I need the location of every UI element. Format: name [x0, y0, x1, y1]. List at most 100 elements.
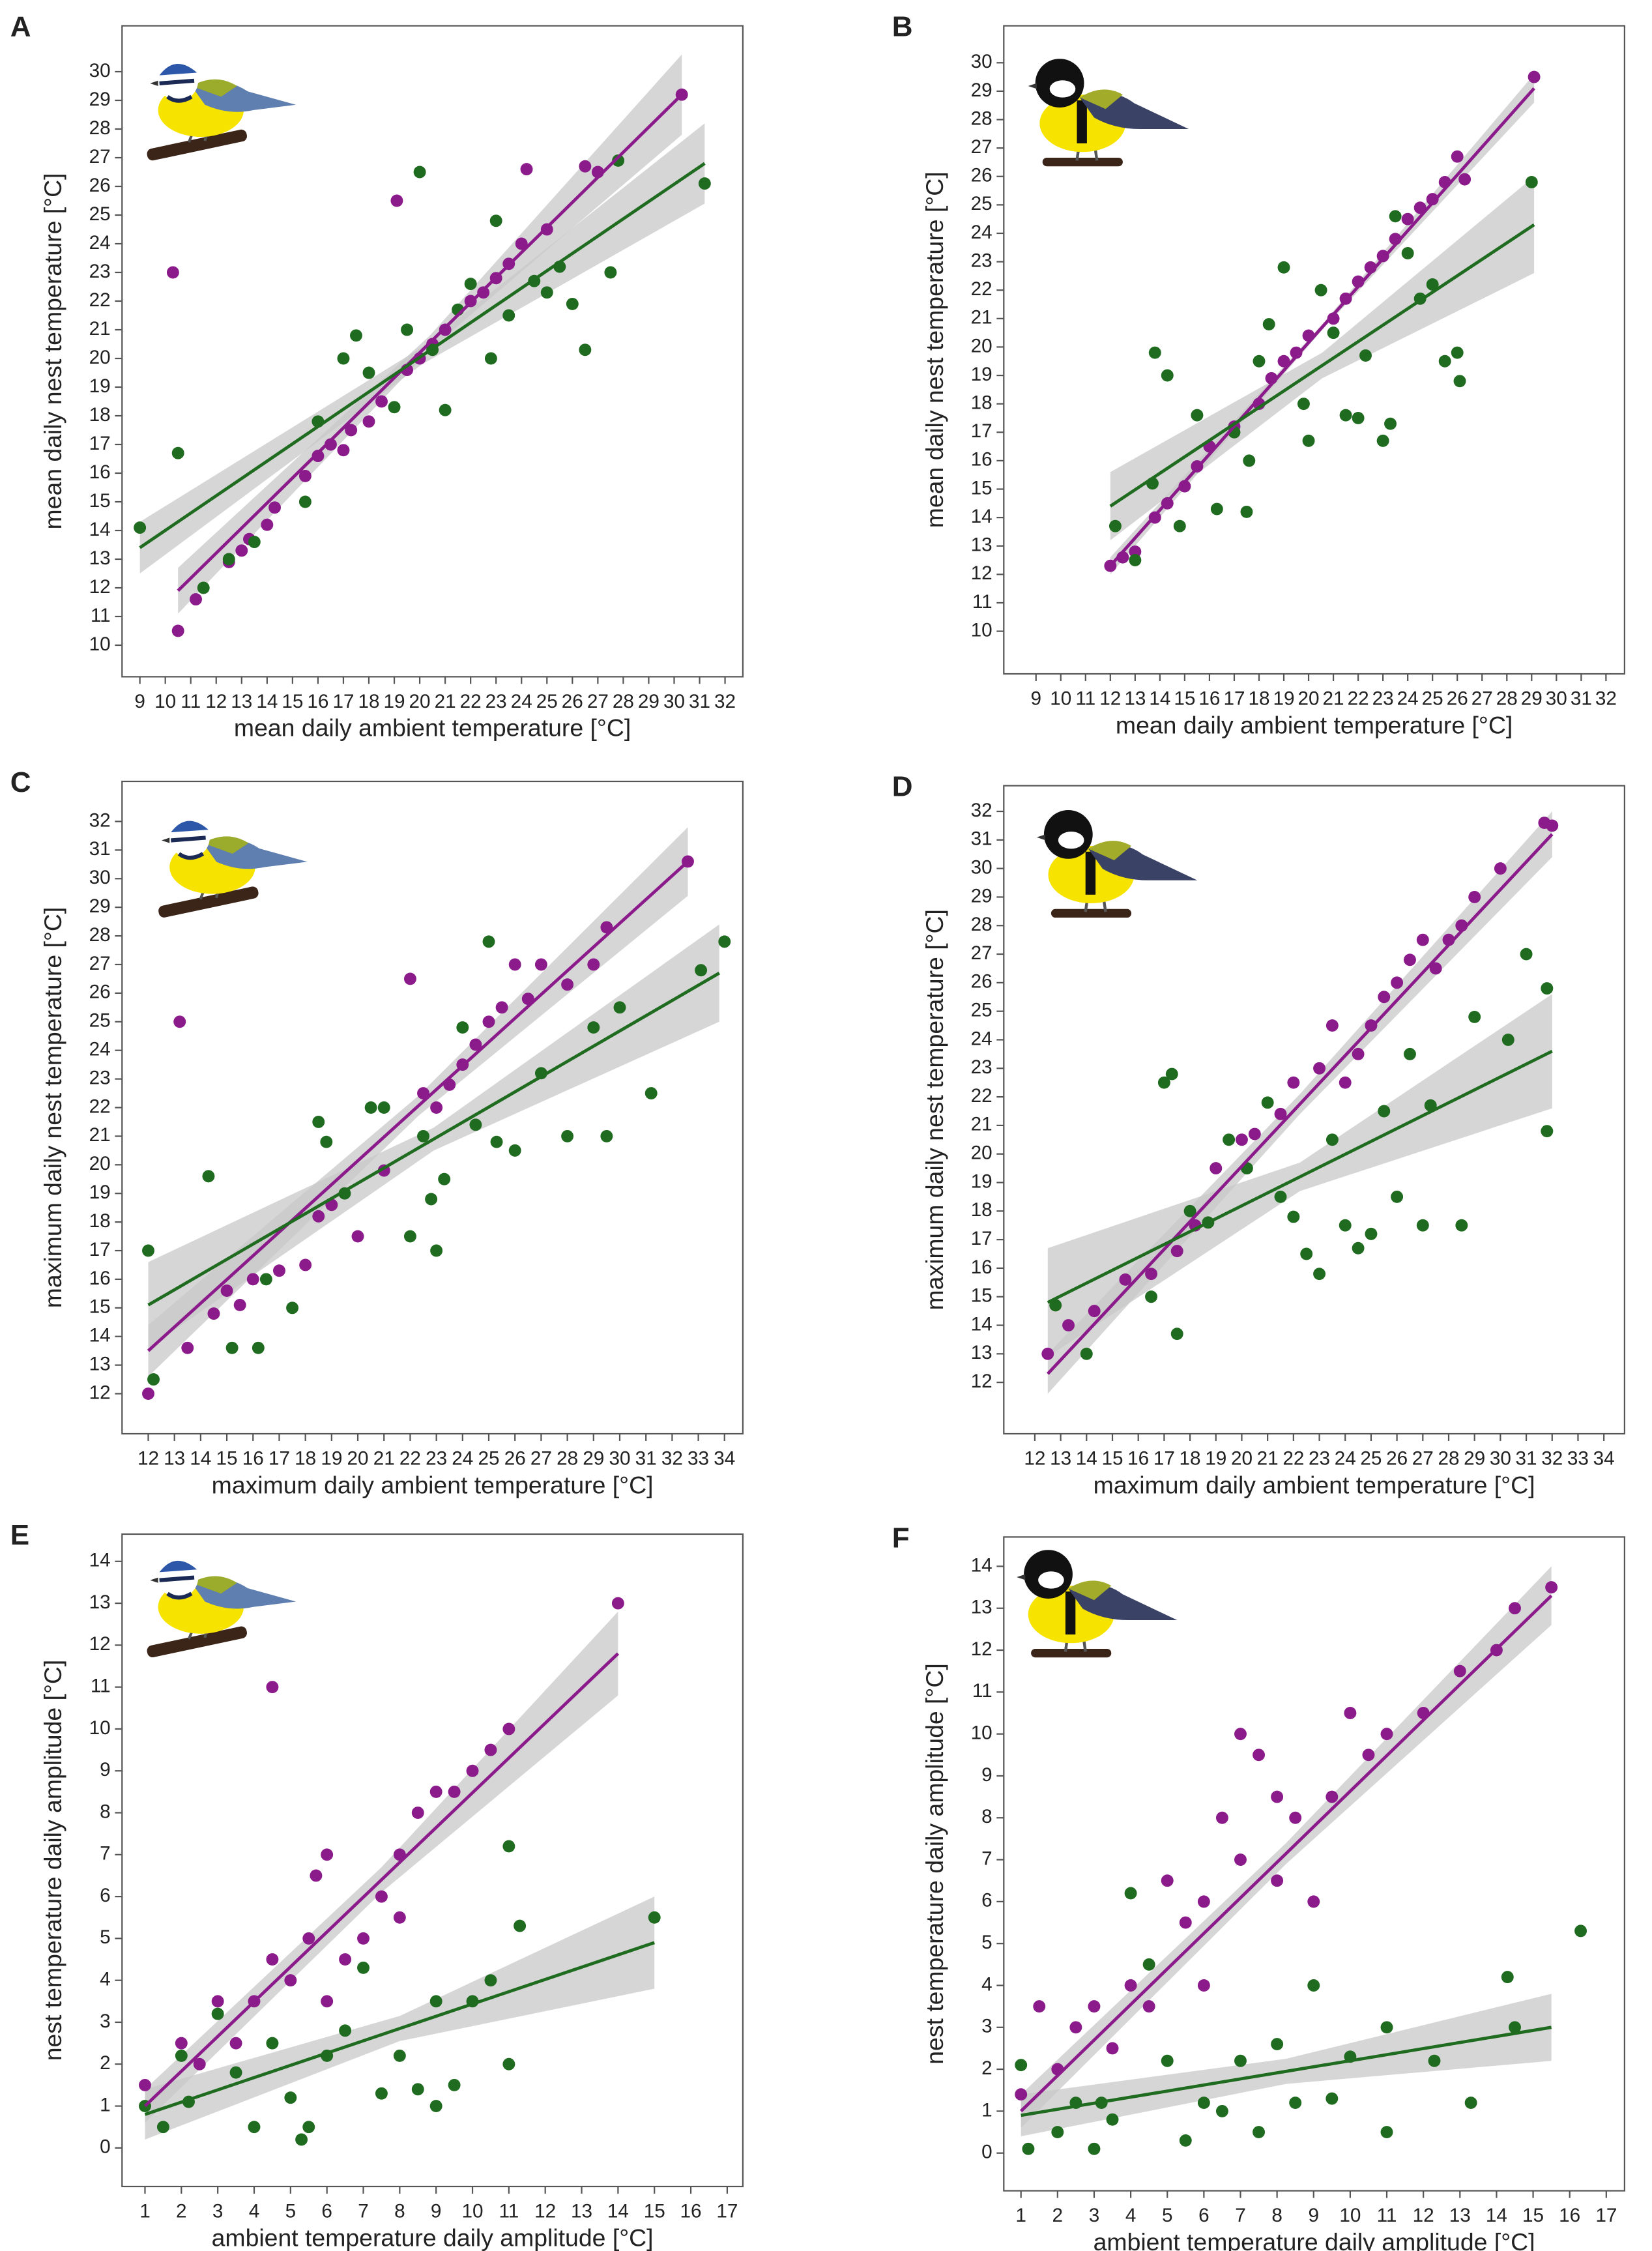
x-tick-label: 10: [462, 2200, 484, 2222]
data-point: [1124, 1887, 1137, 1900]
y-tick-label: 20: [971, 1142, 993, 1164]
x-tick-label: 21: [1257, 1447, 1279, 1469]
x-tick-label: 15: [1522, 2205, 1544, 2226]
x-tick-label: 18: [358, 691, 379, 712]
y-tick-label: 14: [89, 519, 111, 540]
data-point: [284, 1974, 297, 1987]
data-point: [429, 2100, 442, 2113]
data-point: [1362, 1749, 1375, 1762]
x-tick-label: 19: [321, 1447, 342, 1469]
y-tick-label: 27: [971, 942, 993, 964]
data-point: [1541, 1125, 1554, 1138]
y-tick-label: 19: [89, 1182, 111, 1203]
y-tick-label: 21: [971, 1114, 993, 1135]
data-point: [1088, 2000, 1101, 2013]
data-point: [171, 624, 184, 637]
x-tick-label: 23: [485, 691, 507, 712]
data-point: [1183, 1204, 1196, 1217]
data-point: [1451, 150, 1464, 163]
data-point: [1546, 819, 1559, 832]
regression-line: [1109, 87, 1535, 567]
plot-frame: [121, 25, 744, 678]
data-point: [604, 266, 617, 279]
y-tick-label: 4: [981, 1973, 993, 1995]
data-point: [1277, 261, 1290, 274]
x-tick-label: 12: [1099, 688, 1121, 709]
data-point: [1574, 1924, 1587, 1938]
confidence-band: [1021, 1566, 1552, 2128]
data-point: [429, 1995, 442, 2008]
y-tick-label: 25: [971, 193, 993, 214]
y-tick-label: 13: [971, 1597, 993, 1618]
y-tick-label: 11: [91, 605, 111, 626]
data-point: [1215, 1811, 1228, 1824]
x-tick-label: 17: [1223, 688, 1245, 709]
y-tick-label: 5: [100, 1926, 111, 1948]
regression-line: [1019, 1594, 1553, 2113]
data-point: [1253, 2126, 1266, 2139]
data-point: [337, 352, 350, 365]
data-point: [171, 446, 184, 459]
data-point: [173, 1015, 186, 1028]
x-tick-label: 19: [1273, 688, 1295, 709]
x-tick-label: 16: [307, 691, 328, 712]
data-point: [1287, 1210, 1300, 1223]
x-tick-label: 23: [1372, 688, 1394, 709]
y-tick-label: 14: [971, 506, 993, 527]
x-tick-label: 17: [268, 1447, 290, 1469]
data-point: [175, 2037, 188, 2050]
x-tick-label: 10: [1339, 2205, 1361, 2226]
data-point: [502, 1840, 515, 1853]
y-tick-label: 23: [89, 261, 111, 282]
y-tick-label: 23: [971, 250, 993, 271]
panel-label: A: [10, 11, 31, 43]
data-point: [1391, 1190, 1404, 1203]
data-point: [375, 2087, 388, 2100]
data-point: [1274, 1190, 1287, 1203]
x-tick-label: 22: [1282, 1447, 1304, 1469]
y-tick-label: 24: [971, 222, 993, 243]
data-point: [1344, 1707, 1357, 1719]
y-tick-label: 11: [91, 1676, 111, 1697]
panel-label: D: [892, 771, 913, 803]
data-point: [310, 1869, 323, 1882]
data-point: [1119, 1273, 1132, 1286]
y-axis-label: mean daily nest temperature [°C]: [921, 171, 948, 528]
y-tick-label: 16: [89, 1268, 111, 1289]
y-tick-label: 28: [89, 924, 111, 946]
x-tick-label: 9: [1309, 2205, 1320, 2226]
x-tick-label: 34: [714, 1447, 735, 1469]
y-tick-label: 29: [971, 885, 993, 907]
y-axis-label: maximum daily nest temperature [°C]: [39, 907, 66, 1309]
data-point: [430, 1101, 443, 1114]
x-tick-label: 11: [499, 2200, 519, 2222]
x-tick-label: 22: [1348, 688, 1369, 709]
data-point: [540, 286, 553, 299]
x-tick-label: 7: [1235, 2205, 1246, 2226]
y-tick-label: 5: [981, 1932, 993, 1953]
x-tick-label: 14: [190, 1447, 211, 1469]
y-tick-label: 27: [89, 953, 111, 974]
x-tick-label: 14: [1486, 2205, 1507, 2226]
data-point: [1106, 2042, 1119, 2055]
y-tick-label: 28: [971, 108, 993, 129]
data-point: [1326, 1133, 1339, 1146]
data-point: [1215, 2104, 1228, 2117]
regression-line: [1021, 2026, 1552, 2117]
x-tick-label: 30: [1490, 1447, 1511, 1469]
y-tick-label: 32: [971, 800, 993, 821]
data-point: [403, 1230, 416, 1243]
x-tick-label: 14: [256, 691, 278, 712]
data-point: [1236, 1133, 1248, 1146]
data-point: [1391, 976, 1404, 989]
x-tick-label: 20: [1231, 1447, 1253, 1469]
data-point: [375, 395, 388, 408]
data-point: [393, 2049, 406, 2062]
data-point: [1191, 409, 1204, 422]
data-point: [403, 972, 416, 985]
data-point: [1525, 176, 1538, 188]
x-tick-label: 30: [1546, 688, 1567, 709]
y-tick-label: 6: [100, 1885, 111, 1906]
x-tick-label: 28: [613, 691, 634, 712]
confidence-band: [1021, 1994, 1552, 2136]
